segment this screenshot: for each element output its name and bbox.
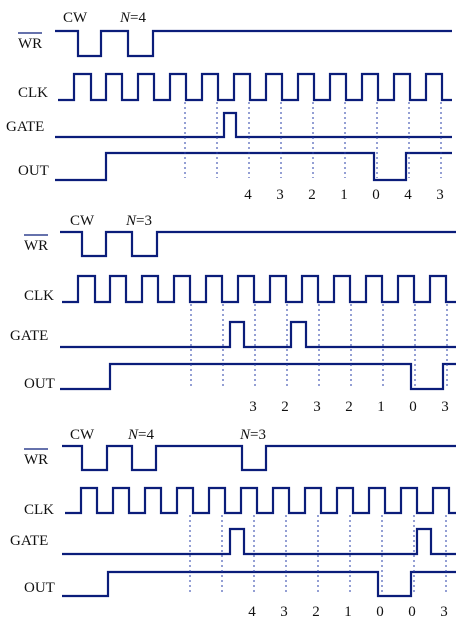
- gate-waveform: [62, 527, 456, 556]
- wr-signal-label: WR: [18, 36, 42, 52]
- out-signal-label: OUT: [24, 580, 55, 596]
- clk-waveform: [65, 486, 456, 515]
- clk-signal-label: CLK: [18, 85, 48, 101]
- clk-signal-label: CLK: [24, 288, 54, 304]
- cw-annotation: CW: [70, 427, 95, 443]
- count-label: 2: [308, 187, 316, 203]
- count-value-annotation: N=3: [125, 213, 152, 229]
- count-label: 0: [408, 604, 416, 620]
- out-waveform: [60, 362, 456, 391]
- wr-waveform: [55, 29, 452, 58]
- cw-annotation: CW: [70, 213, 95, 229]
- count-label: 1: [377, 399, 385, 415]
- count-label: 1: [344, 604, 352, 620]
- count-label: 2: [345, 399, 353, 415]
- count-sequence: 3 2 3 2 1 0 3: [249, 399, 449, 415]
- count-label: 2: [281, 399, 289, 415]
- clk-waveform: [58, 72, 452, 102]
- panel-2: CW N=3 WR CLK GATE OUT 3 2 3 2 1 0: [10, 213, 456, 415]
- count-label: 3: [440, 604, 448, 620]
- count-sequence: 4 3 2 1 0 0 3: [248, 604, 448, 620]
- wr-waveform: [62, 444, 456, 472]
- count-label: 0: [376, 604, 384, 620]
- wr-signal-label: WR: [24, 238, 48, 254]
- count-label: 3: [313, 399, 321, 415]
- clk-signal-label: CLK: [24, 502, 54, 518]
- count-label: 0: [409, 399, 417, 415]
- count-label: 3: [436, 187, 444, 203]
- count-label: 4: [244, 187, 252, 203]
- count-label: 2: [312, 604, 320, 620]
- count-label: 4: [248, 604, 256, 620]
- count-label: 3: [280, 604, 288, 620]
- panel-1: CW N=4 WR CLK GATE OUT 4 3 2 1 0 4: [6, 10, 452, 203]
- count-value-annotation: N=4: [127, 427, 154, 443]
- count-value-annotation: N=4: [119, 10, 146, 26]
- gate-signal-label: GATE: [10, 328, 48, 344]
- guide-lines: [190, 304, 448, 387]
- count-label: 3: [441, 399, 449, 415]
- out-signal-label: OUT: [18, 163, 49, 179]
- out-signal-label: OUT: [24, 376, 55, 392]
- gate-waveform: [55, 111, 452, 139]
- panel-3: CW N=4 N=3 WR CLK GATE OUT 4 3 2 1 0: [10, 427, 456, 620]
- clk-waveform: [62, 274, 456, 304]
- wr-waveform: [60, 230, 456, 258]
- gate-signal-label: GATE: [6, 119, 44, 135]
- out-waveform: [55, 151, 452, 182]
- gate-signal-label: GATE: [10, 533, 48, 549]
- count-label: 3: [249, 399, 257, 415]
- wr-signal-label: WR: [24, 452, 48, 468]
- out-waveform: [62, 570, 456, 598]
- gate-waveform: [60, 320, 456, 349]
- count-label: 1: [340, 187, 348, 203]
- count-sequence: 4 3 2 1 0 4 3: [244, 187, 444, 203]
- guide-lines: [189, 515, 447, 594]
- count-label: 4: [404, 187, 412, 203]
- count-label: 3: [276, 187, 284, 203]
- count-value-annotation: N=3: [239, 427, 266, 443]
- count-label: 0: [372, 187, 380, 203]
- cw-annotation: CW: [63, 10, 88, 26]
